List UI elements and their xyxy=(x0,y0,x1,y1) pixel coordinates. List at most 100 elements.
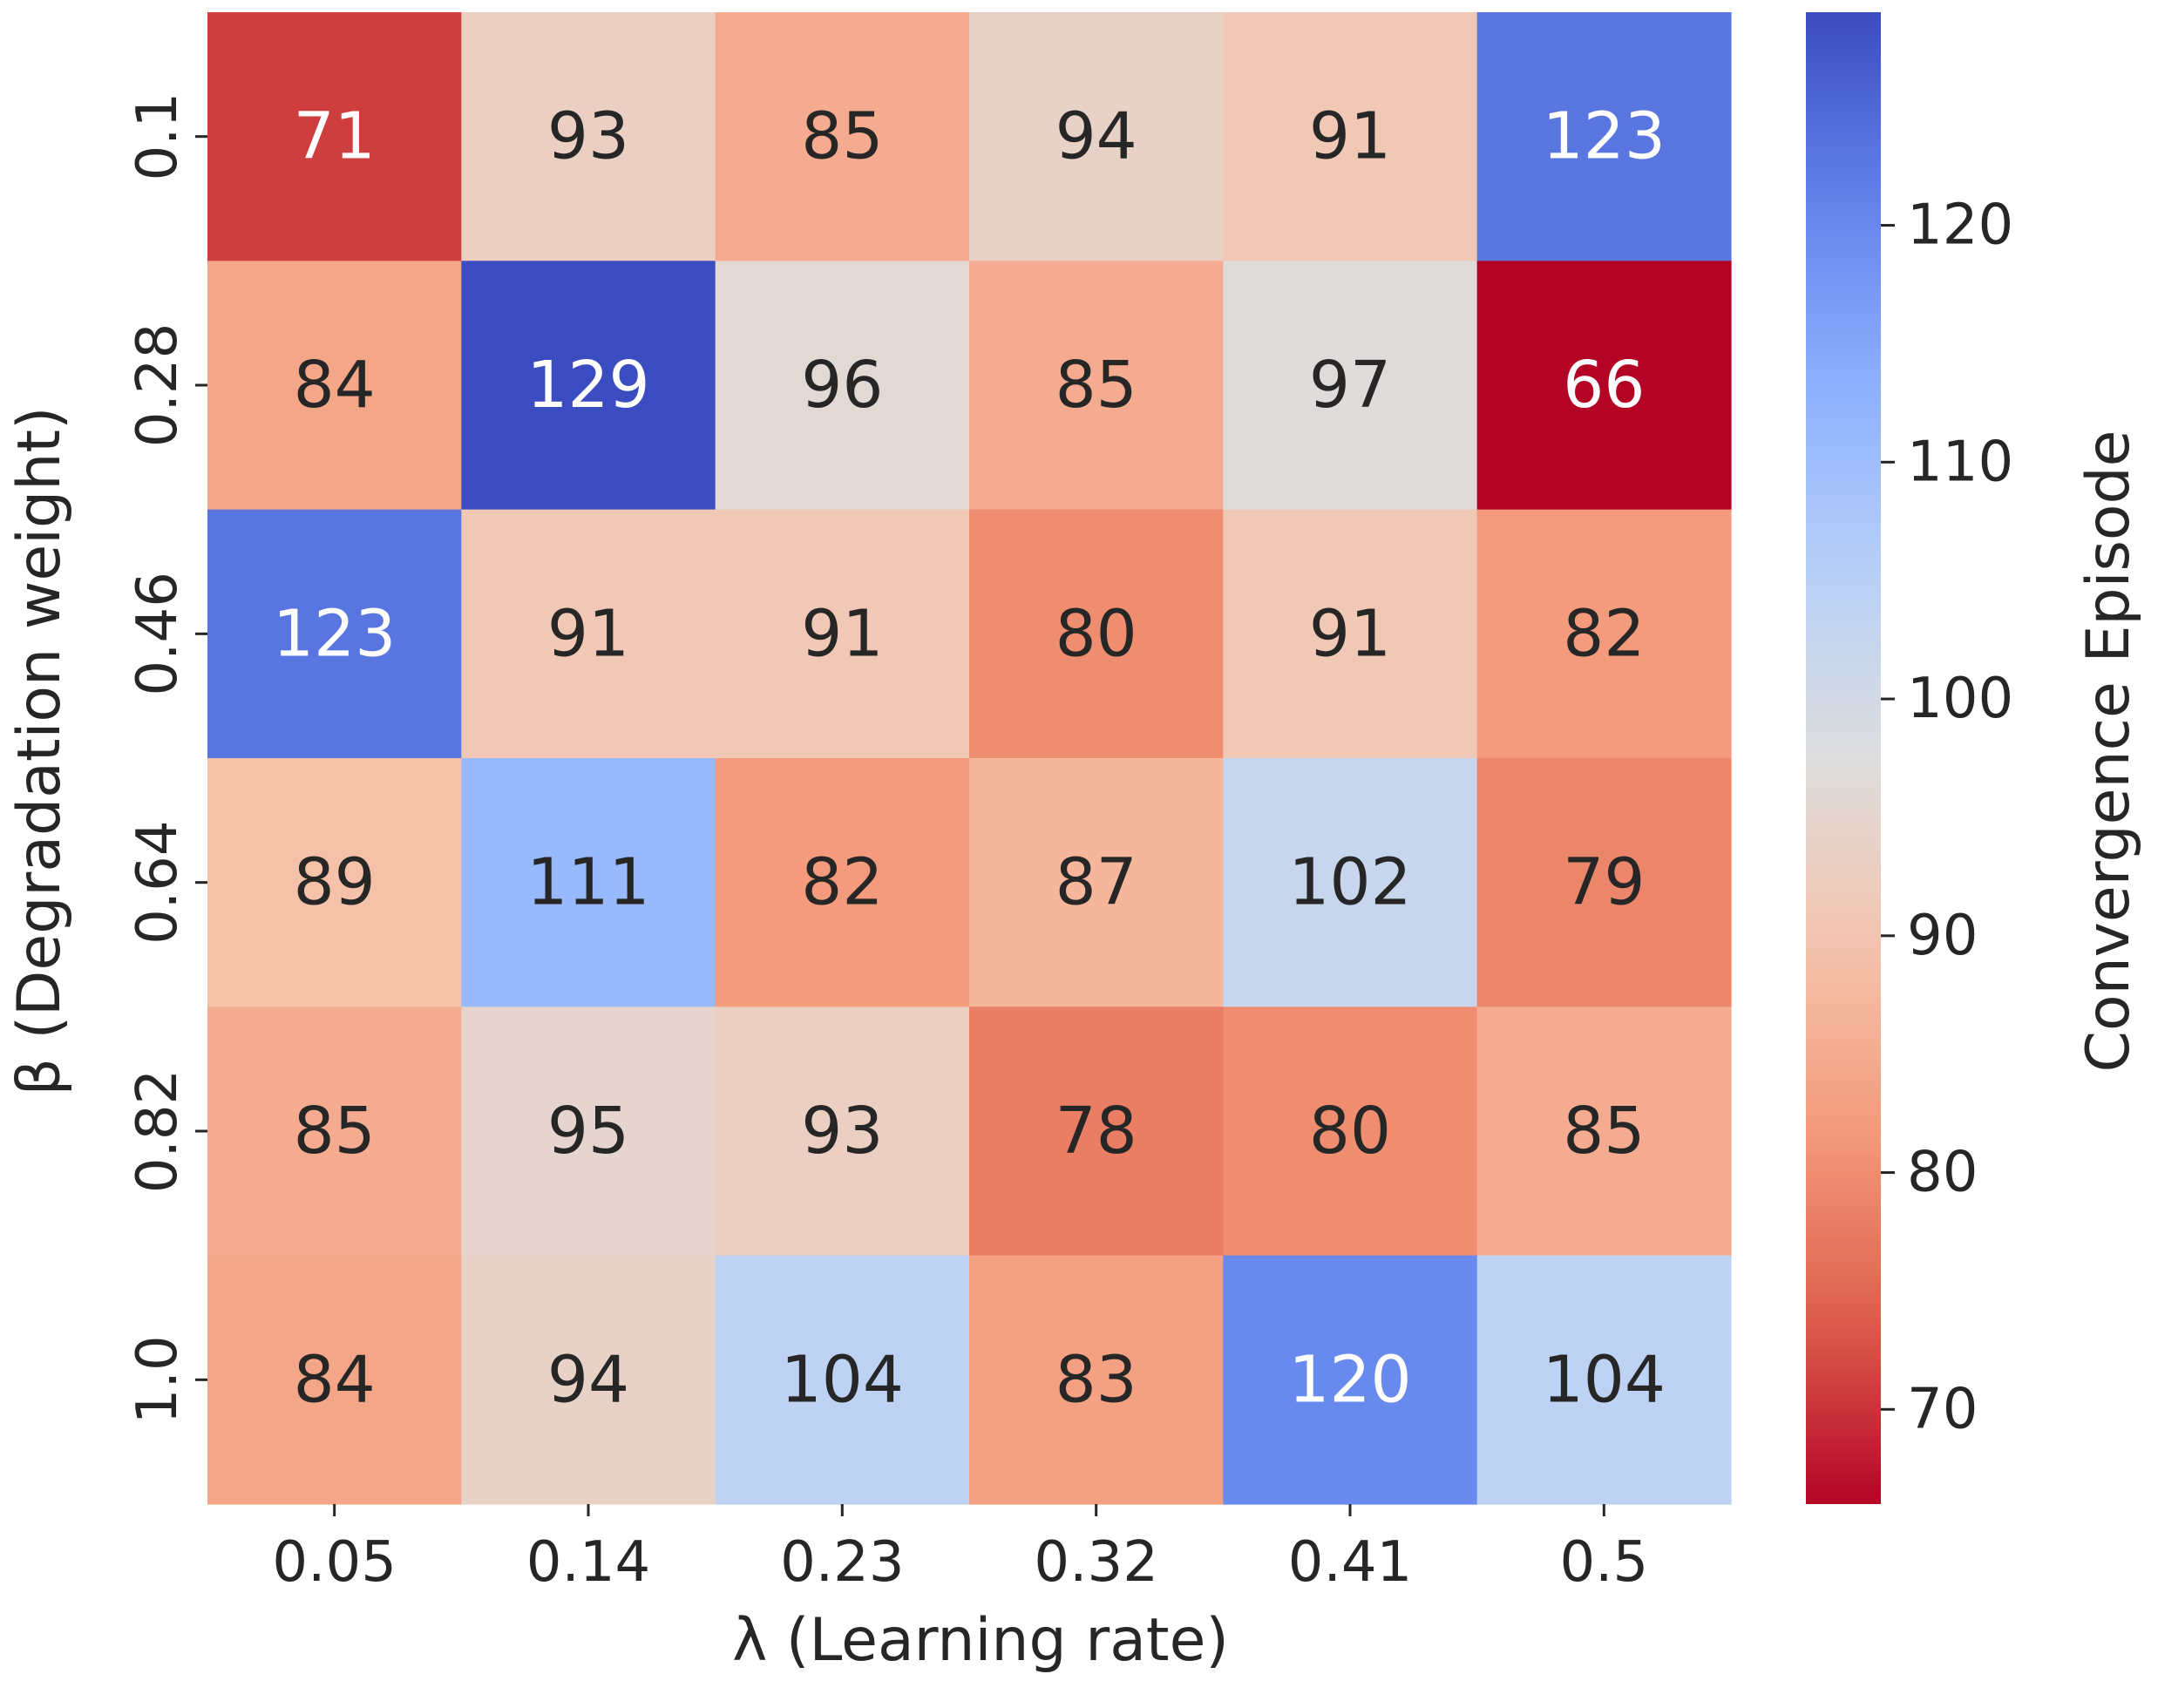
x-tick-label: 0.23 xyxy=(780,1530,905,1595)
cell-value-label: 91 xyxy=(1309,99,1391,174)
heatmap-cell xyxy=(461,758,716,1007)
heatmap-cell xyxy=(715,509,970,759)
y-axis-title: β (Degradation weight) xyxy=(5,406,74,1095)
heatmap-cell xyxy=(207,758,462,1007)
cell-value-label: 85 xyxy=(1055,348,1137,423)
cell-value-label: 95 xyxy=(547,1094,629,1169)
colorbar-tick-label: 80 xyxy=(1907,1141,1978,1205)
y-tick-label: 0.82 xyxy=(126,1069,190,1194)
heatmap-cell xyxy=(1476,1006,1732,1257)
heatmap-cell xyxy=(969,12,1224,261)
cell-value-label: 80 xyxy=(1055,596,1137,671)
cell-value-label: 89 xyxy=(294,845,376,920)
cell-value-label: 96 xyxy=(801,348,883,423)
cell-value-label: 93 xyxy=(547,99,629,174)
colorbar-tick-label: 100 xyxy=(1907,667,2013,731)
heatmap-cell xyxy=(461,12,716,261)
cell-value-label: 123 xyxy=(1543,99,1666,174)
heatmap-cell xyxy=(969,1255,1224,1505)
y-tick-label: 0.46 xyxy=(126,572,190,696)
colorbar-title: Convergence Episode xyxy=(2074,430,2143,1072)
cell-value-label: 84 xyxy=(294,348,376,423)
heatmap-cell xyxy=(1223,12,1478,261)
cell-value-label: 80 xyxy=(1309,1094,1391,1169)
heatmap-cell xyxy=(715,261,970,511)
cell-value-label: 84 xyxy=(294,1342,376,1417)
y-axis: 0.1 0.28 0.46 0.64 0.82 1.0 xyxy=(126,92,207,1424)
colorbar-tick-label: 110 xyxy=(1907,430,2013,494)
heatmap-cell xyxy=(461,1255,716,1505)
heatmap-cell xyxy=(1476,1255,1732,1505)
colorbar-tick-label: 70 xyxy=(1907,1377,1978,1441)
heatmap-cell xyxy=(969,758,1224,1007)
y-tick-label: 1.0 xyxy=(126,1335,190,1424)
cell-value-label: 71 xyxy=(294,99,376,174)
heatmap-cell xyxy=(461,261,716,511)
cell-value-label: 102 xyxy=(1288,845,1411,920)
heatmap-cells xyxy=(207,12,1732,1505)
cell-value-label: 104 xyxy=(781,1342,904,1417)
y-tick-label: 0.28 xyxy=(126,323,190,448)
colorbar-tick-label: 90 xyxy=(1907,904,1978,968)
heatmap-cell xyxy=(207,1006,462,1257)
heatmap-cell xyxy=(1223,758,1478,1007)
heatmap-cell xyxy=(715,1006,970,1257)
heatmap-cell xyxy=(969,1006,1224,1257)
x-tick-label: 0.32 xyxy=(1034,1530,1158,1595)
heatmap-cell xyxy=(207,12,462,261)
x-tick-label: 0.41 xyxy=(1288,1530,1413,1595)
colorbar: 70 80 90 100 110 120 xyxy=(1806,12,2013,1504)
heatmap-cell xyxy=(461,1006,716,1257)
cell-value-label: 94 xyxy=(1055,99,1137,174)
heatmap-cell xyxy=(1476,758,1732,1007)
cell-annotations: 71 93 85 94 91 123 84 129 96 85 97 66 123 91 91 80 91 82 8… xyxy=(273,99,1666,1418)
colorbar-gradient xyxy=(1806,12,1881,1504)
x-axis-title: λ (Learning rate) xyxy=(732,1606,1229,1675)
heatmap-cell xyxy=(715,758,970,1007)
cell-value-label: 123 xyxy=(273,596,396,671)
cell-value-label: 111 xyxy=(526,845,649,920)
cell-value-label: 85 xyxy=(294,1094,376,1169)
cell-value-label: 85 xyxy=(1563,1094,1645,1169)
heatmap-cell xyxy=(207,1255,462,1505)
cell-value-label: 104 xyxy=(1543,1342,1666,1417)
x-tick-label: 0.5 xyxy=(1559,1530,1648,1595)
cell-value-label: 94 xyxy=(547,1342,629,1417)
cell-value-label: 66 xyxy=(1563,348,1645,423)
heatmap-cell xyxy=(969,261,1224,511)
cell-value-label: 79 xyxy=(1563,845,1645,920)
x-tick-label: 0.05 xyxy=(272,1530,397,1595)
heatmap-cell xyxy=(1476,261,1732,511)
cell-value-label: 93 xyxy=(801,1094,883,1169)
heatmap-cell xyxy=(969,509,1224,759)
y-tick-label: 0.1 xyxy=(126,92,190,181)
x-axis: 0.05 0.14 0.23 0.32 0.41 0.5 xyxy=(272,1504,1648,1595)
heatmap-cell xyxy=(207,509,462,759)
cell-value-label: 120 xyxy=(1288,1342,1411,1417)
heatmap-cell xyxy=(715,1255,970,1505)
heatmap-cell xyxy=(207,261,462,511)
cell-value-label: 78 xyxy=(1055,1094,1137,1169)
cell-value-label: 87 xyxy=(1055,845,1137,920)
heatmap-cell xyxy=(1223,509,1478,759)
cell-value-label: 85 xyxy=(801,99,883,174)
heatmap-cell xyxy=(1476,509,1732,759)
cell-value-label: 82 xyxy=(801,845,883,920)
heatmap-cell xyxy=(1223,1006,1478,1257)
cell-value-label: 97 xyxy=(1309,348,1391,423)
heatmap-cell xyxy=(1476,12,1732,261)
heatmap-cell xyxy=(1223,261,1478,511)
colorbar-tick-label: 120 xyxy=(1907,193,2013,258)
cell-value-label: 129 xyxy=(526,348,649,423)
heatmap-cell xyxy=(1223,1255,1478,1505)
cell-value-label: 83 xyxy=(1055,1342,1137,1417)
cell-value-label: 91 xyxy=(1309,596,1391,671)
cell-value-label: 91 xyxy=(801,596,883,671)
x-tick-label: 0.14 xyxy=(526,1530,651,1595)
heatmap-cell xyxy=(461,509,716,759)
y-tick-label: 0.64 xyxy=(126,820,190,945)
cell-value-label: 91 xyxy=(547,596,629,671)
cell-value-label: 82 xyxy=(1563,596,1645,671)
heatmap-cell xyxy=(715,12,970,261)
